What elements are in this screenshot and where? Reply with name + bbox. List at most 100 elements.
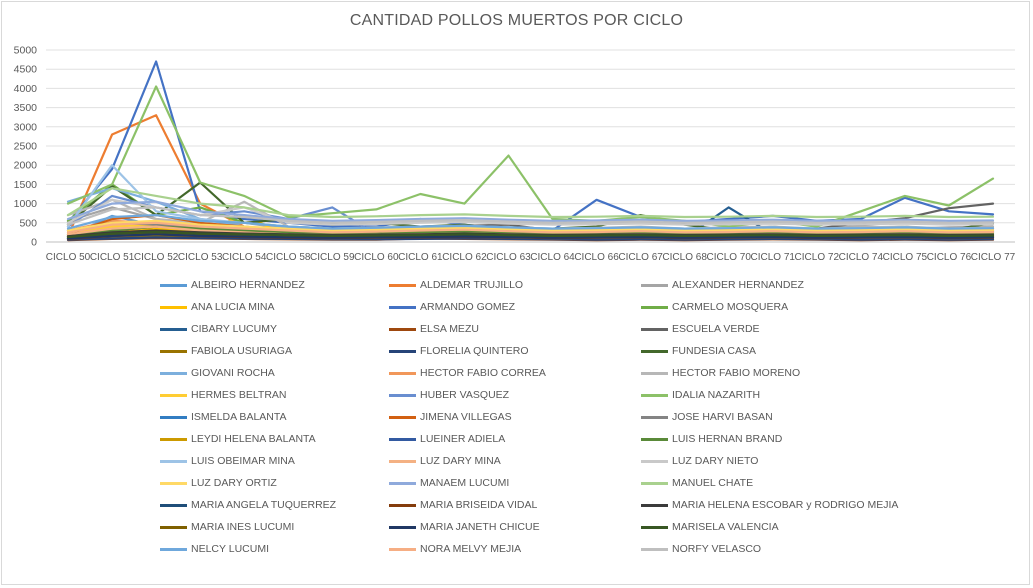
legend-item: MARISELA VALENCIA xyxy=(641,516,1001,538)
y-tick-label: 4500 xyxy=(14,64,38,76)
legend-label: FLORELIA QUINTERO xyxy=(420,345,529,357)
legend-swatch xyxy=(160,393,187,397)
legend-swatch xyxy=(160,503,187,507)
chart-legend: ALBEIRO HERNANDEZ ALDEMAR TRUJILLO ALEXAND… xyxy=(160,274,1020,560)
legend-item: LUIS HERNAN BRAND xyxy=(641,428,1001,450)
legend-item: LEYDI HELENA BALANTA xyxy=(160,428,389,450)
legend-label: LEYDI HELENA BALANTA xyxy=(191,433,316,445)
legend-item: LUZ DARY MINA xyxy=(389,450,641,472)
x-tick-label: CICLO 51 xyxy=(90,252,135,263)
legend-label: LUZ DARY NIETO xyxy=(672,455,759,467)
legend-item: JIMENA VILLEGAS xyxy=(389,406,641,428)
legend-item: HERMES BELTRAN xyxy=(160,384,389,406)
legend-item: FLORELIA QUINTERO xyxy=(389,340,641,362)
legend-label: LUEINER ADIELA xyxy=(420,433,506,445)
legend-item: FABIOLA USURIAGA xyxy=(160,340,389,362)
y-tick-label: 2500 xyxy=(14,141,38,153)
series-line xyxy=(66,219,995,232)
legend-label: ISMELDA BALANTA xyxy=(191,411,287,423)
legend-label: MARISELA VALENCIA xyxy=(672,521,779,533)
legend-swatch xyxy=(641,481,668,485)
legend-item: ELSA MEZU xyxy=(389,318,641,340)
x-tick-label: CICLO 63 xyxy=(486,252,531,263)
legend-label: NORFY VELASCO xyxy=(672,543,762,555)
legend-label: NELCY LUCUMI xyxy=(191,543,269,555)
legend-swatch xyxy=(641,305,668,309)
series-line xyxy=(66,114,995,238)
legend-swatch xyxy=(641,547,668,551)
legend-item: MARIA INES LUCUMI xyxy=(160,516,389,538)
legend-swatch xyxy=(641,415,668,419)
legend-item: ANA LUCIA MINA xyxy=(160,296,389,318)
series-line xyxy=(66,206,995,226)
legend-swatch xyxy=(160,283,187,287)
legend-swatch xyxy=(641,327,668,331)
legend-label: HECTOR FABIO MORENO xyxy=(672,367,801,379)
y-tick-label: 5000 xyxy=(14,45,38,57)
legend-label: JOSE HARVI BASAN xyxy=(672,411,773,423)
legend-label: ANA LUCIA MINA xyxy=(191,301,275,313)
legend-label: HECTOR FABIO CORREA xyxy=(420,367,546,379)
series-line xyxy=(66,187,995,219)
legend-item: MARIA JANETH CHICUE xyxy=(389,516,641,538)
legend-swatch xyxy=(641,371,668,375)
x-tick-label: CICLO 53 xyxy=(178,252,223,263)
x-tick-label: CICLO 75 xyxy=(883,252,928,263)
legend-swatch xyxy=(389,547,416,551)
legend-swatch xyxy=(160,481,187,485)
legend-item: MARIA HELENA ESCOBAR y RODRIGO MEJIA xyxy=(641,494,1001,516)
legend-swatch xyxy=(160,459,187,463)
legend-label: HERMES BELTRAN xyxy=(191,389,287,401)
legend-swatch xyxy=(389,283,416,287)
series-line xyxy=(66,200,995,222)
legend-item: CIBARY LUCUMY xyxy=(160,318,389,340)
legend-swatch xyxy=(160,349,187,353)
legend-item: HECTOR FABIO CORREA xyxy=(389,362,641,384)
series-line xyxy=(66,214,995,230)
line-chart-plot: 0 500 1000 1500 2000 2500 3000 3500 4000 4500 5000… xyxy=(14,45,1016,264)
legend-swatch xyxy=(160,437,187,441)
legend-item: MARIA ANGELA TUQUERREZ xyxy=(160,494,389,516)
series-line xyxy=(66,230,995,239)
legend-swatch xyxy=(389,525,416,529)
series-line xyxy=(66,198,995,226)
y-tick-label: 1500 xyxy=(14,179,38,191)
legend-label: ALDEMAR TRUJILLO xyxy=(420,279,524,291)
legend-label: ALBEIRO HERNANDEZ xyxy=(191,279,305,291)
series-line xyxy=(66,221,995,234)
legend-swatch xyxy=(160,415,187,419)
legend-swatch xyxy=(160,371,187,375)
legend-item: FUNDESIA CASA xyxy=(641,340,1001,362)
legend-item: ALBEIRO HERNANDEZ xyxy=(160,274,389,296)
x-tick-label: CICLO 70 xyxy=(706,252,751,263)
legend-item: IDALIA NAZARITH xyxy=(641,384,1001,406)
legend-label: LUZ DARY MINA xyxy=(420,455,501,467)
legend-swatch xyxy=(389,393,416,397)
x-tick-label: CICLO 77 xyxy=(971,252,1016,263)
legend-item: NORFY VELASCO xyxy=(641,538,1001,560)
legend-swatch xyxy=(389,481,416,485)
legend-swatch xyxy=(389,415,416,419)
legend-item: MARIA BRISEIDA VIDAL xyxy=(389,494,641,516)
legend-swatch xyxy=(641,437,668,441)
legend-swatch xyxy=(641,393,668,397)
y-tick-label: 1000 xyxy=(14,198,38,210)
legend-label: CIBARY LUCUMY xyxy=(191,323,277,335)
legend-label: ELSA MEZU xyxy=(420,323,479,335)
legend-label: IDALIA NAZARITH xyxy=(672,389,761,401)
legend-label: ARMANDO GOMEZ xyxy=(420,301,516,313)
legend-item: MANUEL CHATE xyxy=(641,472,1001,494)
legend-label: FABIOLA USURIAGA xyxy=(191,345,292,357)
legend-item: LUIS OBEIMAR MINA xyxy=(160,450,389,472)
legend-swatch xyxy=(389,305,416,309)
legend-item: ISMELDA BALANTA xyxy=(160,406,389,428)
legend-swatch xyxy=(389,459,416,463)
legend-label: GIOVANI ROCHA xyxy=(191,367,275,379)
legend-swatch xyxy=(160,305,187,309)
x-tick-label: CICLO 72 xyxy=(795,252,840,263)
legend-item: ARMANDO GOMEZ xyxy=(389,296,641,318)
chart-title: CANTIDAD POLLOS MUERTOS POR CICLO xyxy=(349,12,684,29)
x-tick-label: CICLO 71 xyxy=(751,252,796,263)
x-tick-label: CICLO 52 xyxy=(134,252,179,263)
series-line xyxy=(66,225,995,236)
